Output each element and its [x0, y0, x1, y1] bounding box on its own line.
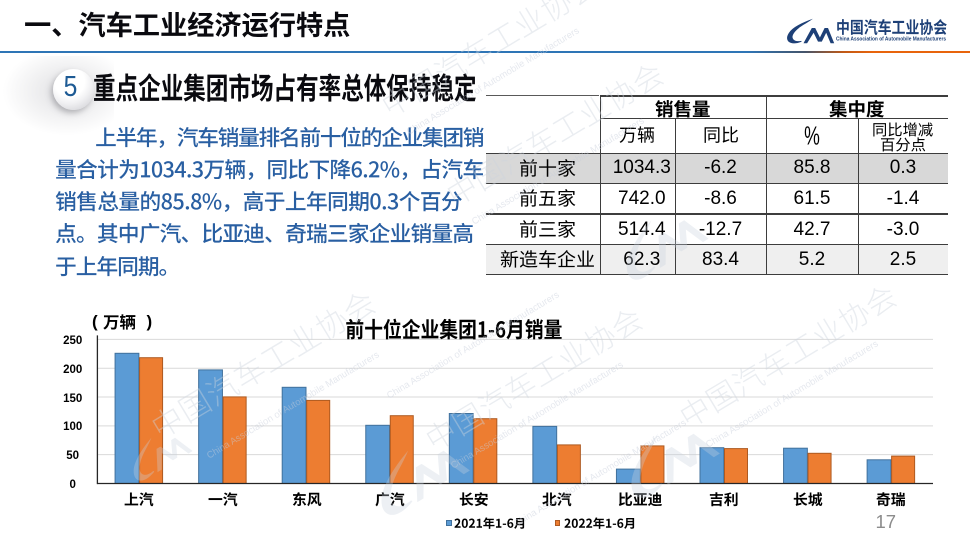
svg-text:(: (	[92, 312, 98, 331]
svg-text:5: 5	[64, 70, 78, 102]
svg-text:China Association of Automobil: China Association of Automobile Manufact…	[836, 37, 947, 43]
svg-text:): )	[147, 312, 153, 331]
svg-text:%: %	[804, 120, 820, 149]
